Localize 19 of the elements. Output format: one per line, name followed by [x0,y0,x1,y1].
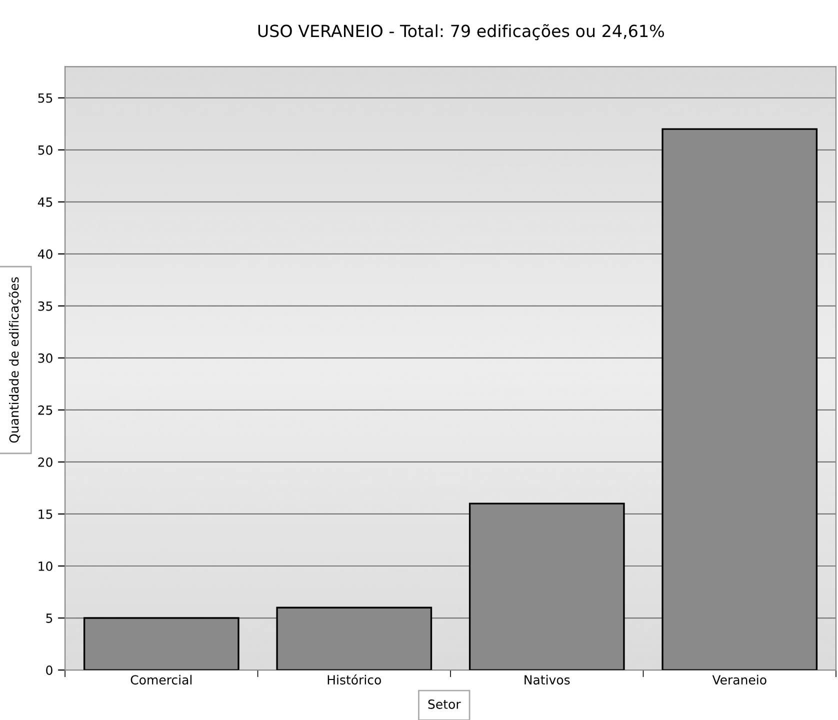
x-tick-label: Veraneio [712,674,766,685]
x-axis-title: Setor [428,699,461,709]
y-tick-label: 10 [38,561,52,571]
y-tick-label: 50 [38,145,52,155]
y-tick-label: 30 [38,353,52,363]
y-tick-label: 5 [46,614,52,623]
x-tick-label: Comercial [130,674,192,685]
x-tick-label: Nativos [524,674,570,685]
y-axis-title: Quantidade de edificações [8,277,21,443]
y-tick-label: 40 [38,249,52,259]
y-tick-label: 0 [46,666,52,675]
x-tick-label: Histórico [328,674,381,685]
y-tick-label: 20 [38,457,52,467]
y-tick-label: 55 [38,94,52,103]
chart-title: USO VERANEIO - Total: 79 edificações ou 24,61% [258,24,664,40]
y-tick-label: 25 [38,405,52,415]
y-tick-label: 35 [38,301,52,311]
y-tick-label: 45 [38,198,52,207]
y-tick-label: 15 [38,510,52,519]
